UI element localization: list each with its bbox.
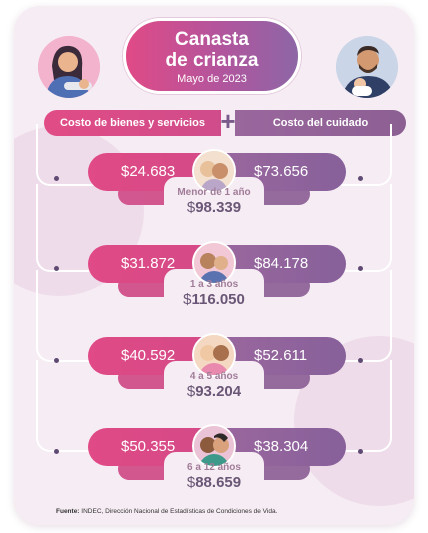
currency-sign: $ xyxy=(186,474,196,491)
age-row-1-3: $31.872 $84.178 1 a 3 años $116.050 xyxy=(14,241,414,327)
connector-line xyxy=(334,270,392,362)
title-pill: Canasta de crianza Mayo de 2023 xyxy=(123,18,301,94)
age-row-6-12: $50.355 $38.304 6 a 12 años $88.659 xyxy=(14,424,414,510)
connector-dot xyxy=(54,449,59,454)
connector-dot xyxy=(54,358,59,363)
total-value: 116.050 xyxy=(191,291,245,308)
age-label: 1 a 3 años xyxy=(189,279,239,290)
connector-line xyxy=(36,360,94,452)
total-value: 88.659 xyxy=(195,474,242,491)
connector-dot xyxy=(358,358,363,363)
source-footnote: Fuente: INDEC, Dirección Nacional de Est… xyxy=(56,508,277,515)
total-cost: $93.204 xyxy=(144,383,284,400)
connector-line xyxy=(36,124,94,186)
age-row-4-5: $40.592 $52.611 4 a 5 años $93.204 xyxy=(14,333,414,419)
source-label: Fuente: xyxy=(56,508,80,515)
title-date: Mayo de 2023 xyxy=(177,73,247,85)
baby-illustration xyxy=(192,149,236,193)
currency-sign: $ xyxy=(186,383,196,400)
total-cost: $98.339 xyxy=(144,199,284,216)
total-value: 98.339 xyxy=(195,199,242,216)
source-text: INDEC, Dirección Nacional de Estadística… xyxy=(81,508,278,515)
connector-dot xyxy=(54,176,59,181)
mother-illustration xyxy=(38,36,100,98)
total-cost: $116.050 xyxy=(144,291,284,308)
connector-line xyxy=(334,184,392,272)
age-label: 4 a 5 años xyxy=(189,371,239,382)
connector-line xyxy=(36,184,94,272)
connector-line xyxy=(36,270,94,362)
currency-sign: $ xyxy=(186,199,196,216)
school-age-illustration xyxy=(192,424,236,468)
total-value: 93.204 xyxy=(195,383,242,400)
title-line-2: de crianza xyxy=(165,50,259,71)
age-row-under-1: $24.683 $73.656 Menor de 1 año $98.339 xyxy=(14,149,414,235)
connector-dot xyxy=(358,449,363,454)
plus-icon: + xyxy=(220,106,236,136)
currency-sign: $ xyxy=(183,291,192,308)
toddler-illustration xyxy=(192,241,236,285)
title-line-1: Canasta xyxy=(175,29,249,50)
age-label: 6 a 12 años xyxy=(187,462,241,473)
connector-line xyxy=(334,124,392,186)
preschool-illustration xyxy=(192,333,236,377)
infographic-card: Canasta de crianza Mayo de 2023 Costo de… xyxy=(14,6,414,525)
category-goods-services: Costo de bienes y servicios xyxy=(44,110,221,136)
connector-dot xyxy=(358,266,363,271)
connector-dot xyxy=(54,266,59,271)
father-illustration xyxy=(336,36,398,98)
connector-line xyxy=(334,360,392,452)
age-label: Menor de 1 año xyxy=(177,187,251,198)
connector-dot xyxy=(358,176,363,181)
total-cost: $88.659 xyxy=(144,474,284,491)
